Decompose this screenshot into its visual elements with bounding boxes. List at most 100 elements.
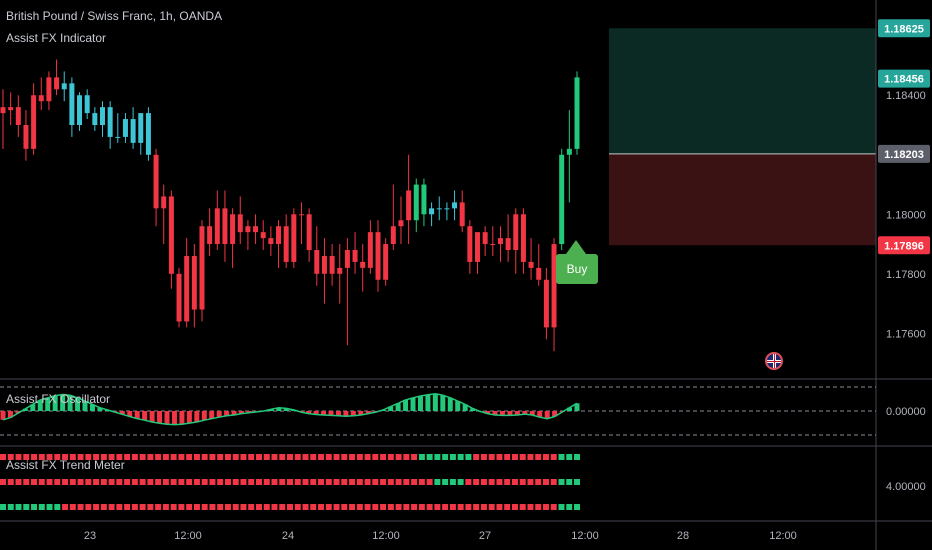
trend-meter-cell xyxy=(170,479,177,485)
candle xyxy=(38,95,44,102)
trend-meter-cell xyxy=(139,504,146,510)
candle xyxy=(8,107,14,111)
oscillator-line xyxy=(2,393,578,426)
trend-meter-cell xyxy=(46,479,53,485)
trend-meter-cell xyxy=(93,504,100,510)
trend-meter-cell xyxy=(310,454,317,460)
trend-tick-label: 4.00000 xyxy=(886,481,926,493)
trend-meter-cell xyxy=(124,504,131,510)
trend-meter-cell xyxy=(380,454,387,460)
candle xyxy=(551,244,557,328)
trend-meter-cell xyxy=(131,479,138,485)
trend-meter-cell xyxy=(108,504,115,510)
candle xyxy=(321,255,327,274)
stop-loss-zone xyxy=(609,153,876,246)
trend-meter-cell xyxy=(426,454,433,460)
candle xyxy=(138,113,144,143)
trend-meter-cell xyxy=(550,479,557,485)
trend-meter-cell xyxy=(566,504,573,510)
trend-meter-cell xyxy=(31,454,38,460)
price-label-text: 1.18203 xyxy=(884,149,924,161)
trend-meter-cell xyxy=(574,454,580,460)
trend-meter-cell xyxy=(23,504,30,510)
trend-meter-cell xyxy=(411,504,418,510)
candle xyxy=(230,214,236,245)
trend-meter-cell xyxy=(418,504,425,510)
trend-meter-cell xyxy=(217,479,224,485)
candle xyxy=(413,184,419,221)
trend-meter-cell xyxy=(302,454,309,460)
trend-meter-cell xyxy=(54,504,61,510)
trend-meter-cell xyxy=(0,479,6,485)
trend-meter-cell xyxy=(170,504,177,510)
trend-meter-cell xyxy=(287,454,293,460)
uk-flag-icon[interactable] xyxy=(765,352,783,370)
trend-meter-cell xyxy=(380,479,387,485)
trend-meter-cell xyxy=(325,479,332,485)
candle xyxy=(268,238,274,245)
buy-signal[interactable]: Buy xyxy=(556,254,598,284)
trend-meter-label[interactable]: Assist FX Trend Meter xyxy=(6,458,125,472)
trend-meter-cell xyxy=(566,454,573,460)
trend-meter-cell xyxy=(263,454,270,460)
candle xyxy=(115,136,121,138)
trend-meter-cell xyxy=(248,454,255,460)
candle xyxy=(429,208,435,215)
trend-meter-cell xyxy=(23,479,30,485)
trend-meter-cell xyxy=(535,504,542,510)
trend-meter-cell xyxy=(77,504,84,510)
trend-meter-cell xyxy=(7,504,14,510)
buy-signal-arrow xyxy=(566,240,586,254)
trend-meter-cell xyxy=(418,454,425,460)
trend-meter-cell xyxy=(85,479,92,485)
price-label-entry xyxy=(878,144,930,163)
trend-meter-cell xyxy=(224,479,231,485)
trend-meter-cell xyxy=(349,454,356,460)
candle xyxy=(276,226,282,245)
oscillator-tick-label: 0.00000 xyxy=(886,406,926,418)
candle xyxy=(283,226,289,262)
candle xyxy=(406,190,412,221)
trend-meter-cell xyxy=(511,504,518,510)
trend-meter-cell xyxy=(356,504,363,510)
trend-meter-cell xyxy=(465,504,472,510)
trend-meter-cell xyxy=(574,504,580,510)
trend-meter-cell xyxy=(100,454,107,460)
trend-meter-cell xyxy=(488,479,495,485)
trend-meter-cell xyxy=(558,479,565,485)
trend-meter-cell xyxy=(527,454,534,460)
trend-meter-cell xyxy=(209,454,216,460)
candle xyxy=(77,95,83,126)
trend-meter-cell xyxy=(15,504,22,510)
trend-meter-cell xyxy=(496,479,503,485)
trend-meter-cell xyxy=(395,479,402,485)
trend-meter-cell xyxy=(318,454,325,460)
trend-meter-cell xyxy=(155,479,162,485)
candle xyxy=(459,202,465,227)
trend-meter-cell xyxy=(387,479,394,485)
oscillator-label[interactable]: Assist FX Oscillator xyxy=(6,392,111,406)
candle xyxy=(153,154,159,209)
trend-meter-cell xyxy=(271,504,278,510)
trend-meter-cell xyxy=(395,454,402,460)
trend-meter-cell xyxy=(209,504,216,510)
candle xyxy=(452,202,458,209)
trend-meter-cell xyxy=(147,479,154,485)
trend-meter-cell xyxy=(496,504,503,510)
trend-meter-cell xyxy=(217,454,224,460)
candle xyxy=(482,232,488,245)
symbol-title[interactable]: British Pound / Swiss Franc, 1h, OANDA xyxy=(6,9,223,23)
axes: 1.184001.182001.180001.178001.176000.000… xyxy=(84,19,930,542)
trend-meter-cell xyxy=(54,479,61,485)
trend-meter-cell xyxy=(434,479,441,485)
indicator-label[interactable]: Assist FX Indicator xyxy=(6,31,107,45)
x-tick-label: 12:00 xyxy=(372,530,400,542)
trend-meter-cell xyxy=(255,504,262,510)
trend-meter-cell xyxy=(263,504,270,510)
trend-meter-cell xyxy=(193,454,200,460)
trend-meter-cell xyxy=(131,454,138,460)
trend-meter-cell xyxy=(69,479,76,485)
x-tick-label: 12:00 xyxy=(174,530,202,542)
trend-meter-cell xyxy=(162,479,169,485)
